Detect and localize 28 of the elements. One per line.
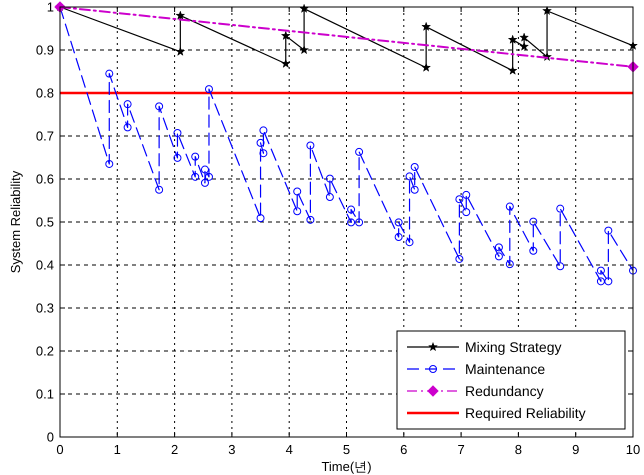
legend-label: Redundancy xyxy=(465,383,544,399)
y-tick-label: 0.1 xyxy=(36,386,54,402)
x-tick-label: 6 xyxy=(400,442,408,457)
y-tick-label: 0.3 xyxy=(36,300,54,316)
x-tick-label: 8 xyxy=(514,442,522,457)
legend-label: Maintenance xyxy=(465,361,546,377)
y-tick-label: 0.7 xyxy=(36,128,54,144)
x-tick-label: 1 xyxy=(114,442,121,457)
x-tick-label: 9 xyxy=(572,442,580,457)
y-tick-label: 0 xyxy=(46,430,54,444)
x-tick-label: 7 xyxy=(457,442,465,457)
y-tick-label: 0.8 xyxy=(36,86,54,100)
y-tick-label: 0.6 xyxy=(36,172,54,186)
x-axis-title: Time(년) xyxy=(321,459,372,474)
y-axis-title: System Reliability xyxy=(8,170,23,274)
y-tick-label: 0.9 xyxy=(36,42,54,58)
y-tick-label: 0.2 xyxy=(36,344,54,358)
y-tick-label: 0.5 xyxy=(36,214,54,230)
x-tick-label: 5 xyxy=(342,442,350,457)
x-tick-label: 10 xyxy=(626,442,640,457)
y-tick-label: 1 xyxy=(46,0,54,14)
legend-label: Mixing Strategy xyxy=(465,339,562,355)
x-tick-label: 3 xyxy=(228,442,236,457)
x-tick-label: 4 xyxy=(286,442,293,457)
y-tick-label: 0.4 xyxy=(36,258,54,272)
x-tick-label: 0 xyxy=(56,442,64,457)
legend-label: Required Reliability xyxy=(465,405,586,421)
x-tick-label: 2 xyxy=(170,442,178,457)
